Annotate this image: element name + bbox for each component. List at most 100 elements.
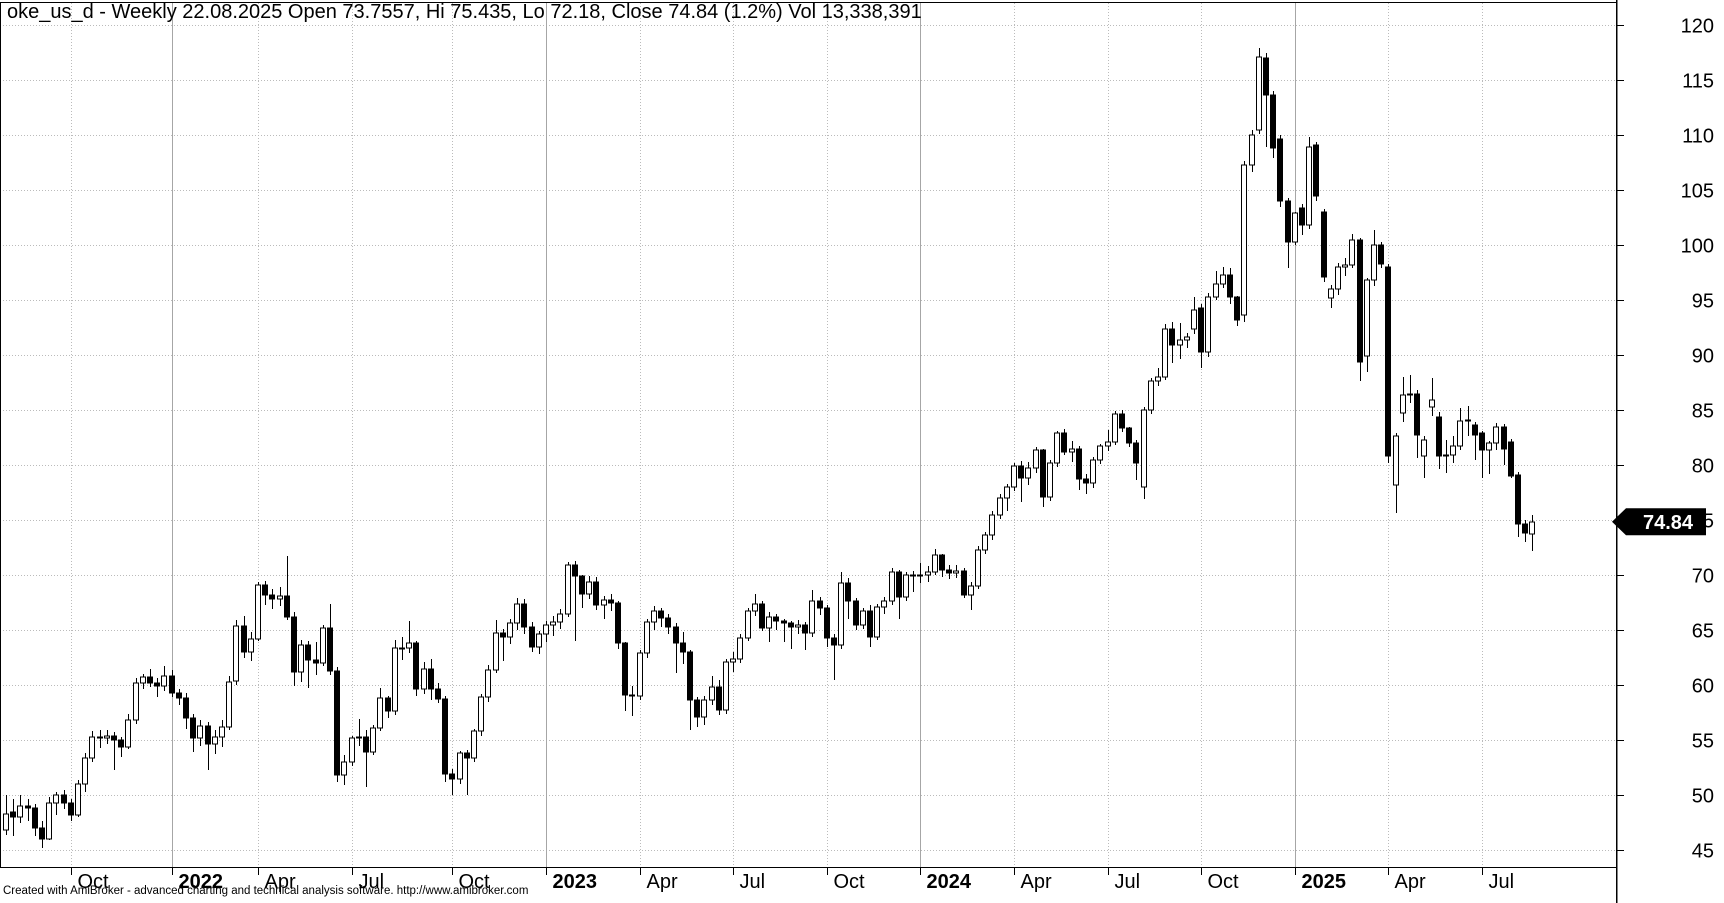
candle — [687, 650, 693, 730]
candle-body-down — [910, 574, 916, 577]
candle — [1306, 137, 1312, 229]
candle — [104, 730, 110, 744]
candle-body-up — [370, 727, 376, 753]
candle-body-up — [1407, 393, 1413, 396]
candle-body-up — [1335, 266, 1341, 290]
candle-body-up — [550, 621, 556, 626]
candle — [1069, 441, 1075, 462]
candle — [241, 616, 247, 658]
candle-body-up — [737, 637, 743, 660]
candle-body-up — [1213, 283, 1219, 298]
y-tick-label: 120 — [1681, 16, 1714, 38]
candle-body-down — [1263, 57, 1269, 96]
candle-body-down — [68, 802, 74, 816]
candle — [802, 622, 808, 650]
candle-body-down — [111, 735, 117, 741]
candle — [1249, 130, 1255, 172]
candle — [1004, 484, 1010, 511]
y-axis[interactable]: 1201151101051009590858075706560555045 — [1616, 16, 1714, 863]
candle — [1126, 427, 1132, 447]
candle — [1047, 460, 1053, 501]
x-axis[interactable]: Oct 2022 Apr Jul Oct 2023 Apr Jul Oct 2024 Apr Jul O… — [71, 867, 1515, 893]
candle — [1465, 406, 1471, 436]
candle-body-up — [601, 599, 607, 606]
candle — [651, 606, 657, 630]
candle-body-up — [766, 616, 772, 629]
candle — [68, 799, 74, 821]
candle — [1328, 285, 1334, 308]
candle-body-down — [500, 632, 506, 638]
candle — [550, 616, 556, 636]
candle-body-up — [1529, 521, 1535, 535]
candle — [1277, 135, 1283, 207]
candle — [1033, 447, 1039, 473]
candle — [1522, 520, 1528, 542]
candle-body-up — [1393, 435, 1399, 486]
candle-body-down — [845, 582, 851, 602]
candle — [622, 642, 628, 711]
candle-body-down — [1299, 207, 1305, 226]
candle — [82, 753, 88, 792]
candle — [917, 563, 923, 583]
candle-body-up — [471, 730, 477, 759]
candle — [464, 750, 470, 795]
candle-body-up — [356, 736, 362, 739]
candle-body-up — [493, 632, 499, 671]
candle — [961, 568, 967, 598]
candle-body-up — [1465, 419, 1471, 422]
candle-body-up — [881, 600, 887, 608]
candle-body-up — [1004, 486, 1010, 499]
candle — [1256, 48, 1262, 134]
candle-body-up — [1184, 336, 1190, 341]
candle-body-down — [442, 698, 448, 775]
x-tick-label: 2022 — [179, 871, 224, 893]
candle-body-down — [1076, 448, 1082, 480]
candle — [226, 676, 232, 730]
last-price-marker: 74.84 — [1612, 508, 1706, 536]
y-tick-label: 50 — [1692, 786, 1714, 808]
candle — [291, 612, 297, 686]
candle-body-down — [853, 600, 859, 626]
candle — [514, 598, 520, 630]
candle — [1472, 422, 1478, 460]
candle-body-down — [781, 620, 787, 624]
candle — [1169, 322, 1175, 363]
candle-body-up — [795, 624, 801, 628]
candle-body-down — [1270, 94, 1276, 149]
x-tick-label: Jul — [740, 871, 766, 893]
candle-body-up — [644, 621, 650, 654]
candle-body-down — [615, 602, 621, 644]
candle-body-up — [392, 647, 398, 712]
candle-body-down — [1133, 442, 1139, 464]
candle-body-up — [82, 757, 88, 785]
candle — [572, 561, 578, 641]
candle — [1371, 230, 1377, 286]
candle — [745, 608, 751, 641]
candle — [248, 632, 254, 661]
candle — [543, 621, 549, 642]
candle — [593, 577, 599, 610]
candle-body-down — [39, 827, 45, 840]
candle — [709, 676, 715, 705]
candle-body-up — [133, 682, 139, 721]
candle — [925, 566, 931, 582]
candle — [1501, 424, 1507, 465]
candle — [824, 605, 830, 647]
candle-body-down — [154, 682, 160, 687]
candle — [370, 725, 376, 755]
candle-body-down — [1357, 239, 1363, 363]
candle-body-down — [939, 554, 945, 571]
candle-body-down — [334, 670, 340, 776]
candle-body-up — [320, 627, 326, 664]
candle — [860, 608, 866, 629]
candle-body-up — [543, 624, 549, 635]
price-marker-value: 74.84 — [1643, 512, 1694, 534]
candle-body-up — [1105, 441, 1111, 447]
candle — [608, 594, 614, 611]
candle — [1097, 444, 1103, 464]
candle-body-up — [932, 554, 938, 573]
candle — [737, 634, 743, 663]
candle — [1090, 457, 1096, 488]
candle — [1357, 238, 1363, 381]
